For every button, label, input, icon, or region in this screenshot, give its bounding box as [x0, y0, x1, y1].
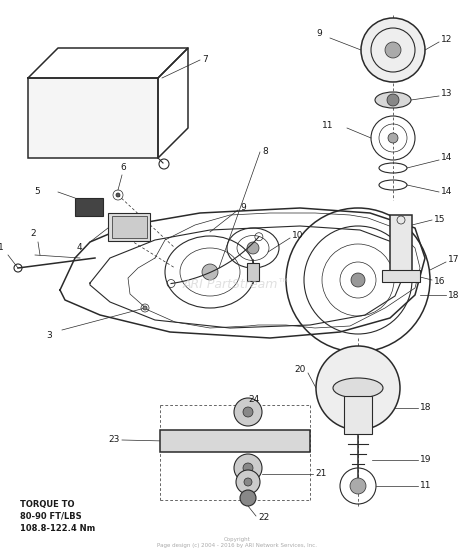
- Circle shape: [361, 18, 425, 82]
- Circle shape: [350, 478, 366, 494]
- Text: 20: 20: [295, 365, 306, 374]
- Text: 8: 8: [262, 147, 268, 156]
- Circle shape: [202, 264, 218, 280]
- Text: 22: 22: [258, 513, 269, 522]
- Text: 11: 11: [321, 121, 333, 129]
- Text: 5: 5: [34, 187, 40, 196]
- Text: ARI PartStream™: ARI PartStream™: [183, 278, 291, 291]
- Bar: [247, 263, 259, 281]
- Text: 11: 11: [420, 482, 431, 490]
- Text: 6: 6: [120, 163, 126, 172]
- Circle shape: [234, 454, 262, 482]
- Bar: [382, 270, 420, 282]
- Circle shape: [116, 193, 120, 197]
- Text: 9: 9: [240, 204, 246, 213]
- Text: 1: 1: [0, 243, 4, 253]
- Text: TORQUE TO
80-90 FT/LBS
108.8-122.4 Nm: TORQUE TO 80-90 FT/LBS 108.8-122.4 Nm: [20, 500, 95, 532]
- Text: 21: 21: [315, 469, 327, 479]
- Text: 23: 23: [109, 435, 120, 445]
- Bar: [75, 198, 103, 216]
- Text: 12: 12: [441, 36, 452, 45]
- Circle shape: [244, 478, 252, 486]
- Text: 18: 18: [448, 291, 459, 300]
- Text: 7: 7: [202, 55, 208, 65]
- Circle shape: [240, 490, 256, 506]
- Circle shape: [247, 242, 259, 254]
- Text: 4: 4: [76, 243, 82, 253]
- Text: 18: 18: [420, 403, 431, 412]
- Circle shape: [243, 463, 253, 473]
- Text: 17: 17: [448, 256, 459, 264]
- Circle shape: [351, 273, 365, 287]
- Text: Copyright
Page design (c) 2004 - 2016 by ARI Network Services, Inc.: Copyright Page design (c) 2004 - 2016 by…: [157, 537, 317, 548]
- Bar: [344, 396, 372, 434]
- Bar: [28, 78, 158, 158]
- Circle shape: [385, 42, 401, 58]
- Bar: [108, 213, 150, 241]
- Text: 16: 16: [434, 277, 446, 286]
- Text: 15: 15: [434, 214, 446, 224]
- Text: 24: 24: [248, 396, 259, 405]
- Text: 19: 19: [420, 455, 431, 464]
- Text: 3: 3: [46, 330, 52, 339]
- Circle shape: [236, 470, 260, 494]
- Bar: [160, 430, 310, 452]
- Text: 14: 14: [441, 187, 452, 196]
- Circle shape: [316, 346, 400, 430]
- Ellipse shape: [333, 378, 383, 398]
- Text: 2: 2: [30, 229, 36, 238]
- Circle shape: [143, 306, 147, 310]
- Circle shape: [388, 133, 398, 143]
- Text: 14: 14: [441, 153, 452, 162]
- Circle shape: [243, 407, 253, 417]
- Ellipse shape: [375, 92, 411, 108]
- Bar: [112, 216, 147, 238]
- Bar: [390, 215, 412, 280]
- Circle shape: [387, 94, 399, 106]
- Text: 10: 10: [292, 230, 303, 239]
- Text: 9: 9: [316, 30, 322, 39]
- Text: 13: 13: [441, 89, 453, 99]
- Circle shape: [234, 398, 262, 426]
